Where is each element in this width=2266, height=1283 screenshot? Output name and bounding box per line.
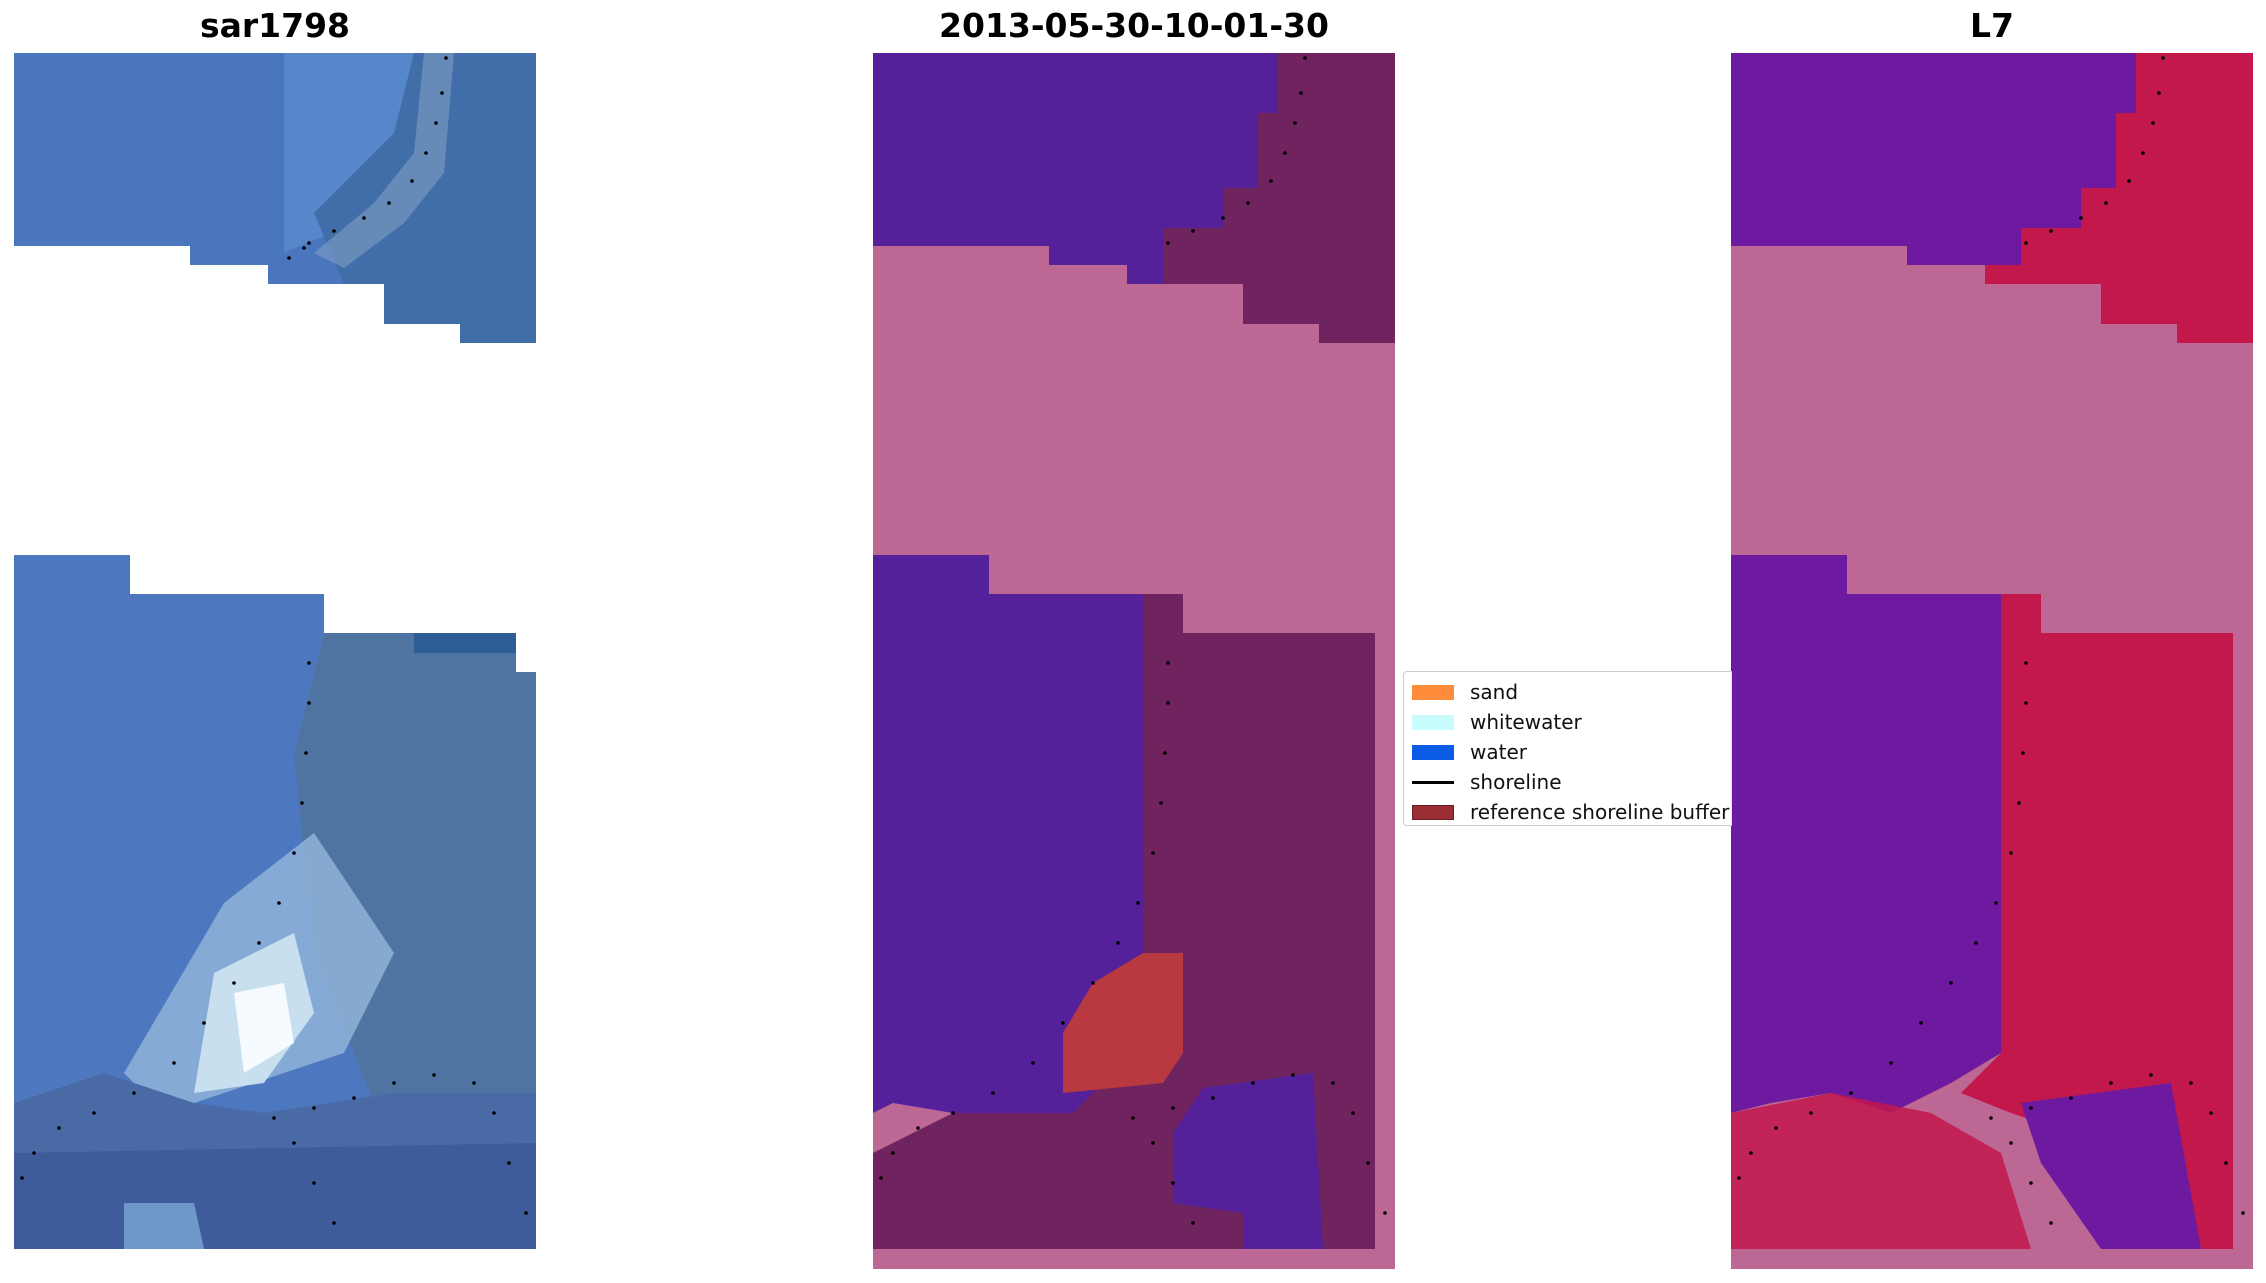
legend: sand whitewater water shoreline referenc… [1403, 671, 1732, 827]
index-panel [1731, 53, 2253, 1269]
rgb-image [14, 53, 536, 1249]
legend-item-sand: sand [1412, 680, 1732, 704]
legend-label: whitewater [1470, 710, 1582, 734]
shoreline-dots [1737, 56, 2245, 1225]
classification-image [873, 53, 1395, 1269]
shoreline-dots [20, 56, 528, 1225]
legend-swatch-sand [1412, 684, 1454, 700]
legend-swatch-whitewater [1412, 714, 1454, 730]
legend-swatch-water [1412, 744, 1454, 760]
legend-label: shoreline [1470, 770, 1562, 794]
classification-panel [873, 53, 1395, 1269]
legend-label: water [1470, 740, 1527, 764]
legend-item-whitewater: whitewater [1412, 710, 1732, 734]
legend-box: sand whitewater water shoreline referenc… [1403, 671, 1732, 826]
panel-title-index: L7 [1970, 6, 2014, 45]
panel-title-rgb: sar1798 [199, 6, 351, 45]
legend-swatch-reference-buffer [1412, 804, 1454, 820]
legend-line-shoreline [1412, 780, 1454, 784]
panel-title-classification: 2013-05-30-10-01-30 [939, 6, 1329, 45]
shoreline-dots [879, 56, 1387, 1225]
rgb-image-panel [14, 53, 536, 1249]
legend-label: sand [1470, 680, 1519, 704]
legend-item-shoreline: shoreline [1412, 770, 1732, 794]
legend-label: reference shoreline buffer [1470, 800, 1730, 824]
legend-item-reference-buffer: reference shoreline buffer [1412, 800, 1732, 824]
index-image [1731, 53, 2253, 1269]
legend-item-water: water [1412, 740, 1732, 764]
